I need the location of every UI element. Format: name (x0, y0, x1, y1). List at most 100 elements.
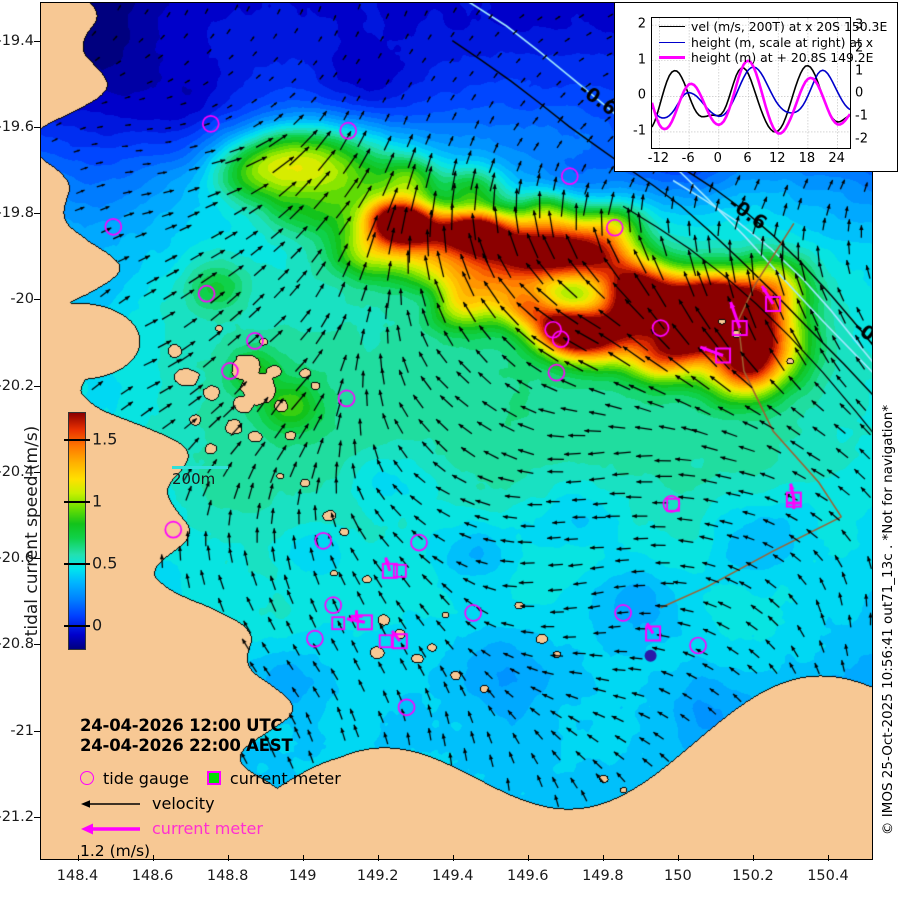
inset-xtick-4: 12 (768, 151, 786, 166)
x-axis-tickmark-1 (152, 855, 154, 861)
x-axis-tickmark-8 (677, 855, 679, 861)
colorbar-tickmark-0 (64, 439, 90, 441)
colorbar-gradient (68, 412, 86, 650)
colorbar-tickmark-2 (64, 563, 90, 565)
x-axis-tick-0: 148.4 (56, 868, 99, 884)
colorbar-tickmark-1 (64, 501, 90, 503)
inset-xtick-2: 0 (713, 151, 722, 166)
legend-markers-row: tide gauge current meter (80, 768, 410, 788)
y-axis-tickmark-3 (34, 299, 40, 301)
inset-legend-item-0: vel (m/s, 200T) at x 20S 150.3E (659, 19, 887, 35)
inset-legend-label-1: height (m, scale at right) at x (691, 34, 874, 50)
y-axis-tickmark-4 (34, 385, 40, 387)
inset-series-0 (652, 64, 850, 133)
x-axis-tickmark-10 (827, 855, 829, 861)
colorbar-tick-label-3: 0 (92, 615, 103, 635)
map-legend: 24-04-2026 12:00 UTC 24-04-2026 22:00 AE… (80, 716, 410, 860)
y-axis-tick-0: -19.4 (0, 32, 34, 49)
colorbar-tick-label-2: 0.5 (92, 553, 118, 573)
scale-bar: 200m (172, 466, 228, 488)
inset-ytick-right-2: 0 (855, 85, 864, 101)
x-axis-tick-3: 149 (288, 868, 317, 884)
y-axis-tick-9: -21.2 (0, 808, 34, 825)
y-axis-tick-5: -20.4 (0, 463, 34, 480)
y-axis-tick-8: -21 (10, 722, 34, 739)
scale-bar-label: 200m (172, 469, 216, 488)
inset-series-1 (652, 66, 850, 119)
x-axis-tickmark-9 (752, 855, 754, 861)
legend-date-utc: 24-04-2026 12:00 UTC (80, 716, 283, 735)
tide-gauge-icon (80, 771, 94, 785)
y-axis-tick-4: -20.2 (0, 377, 34, 394)
x-axis-tick-1: 148.6 (131, 868, 174, 884)
x-axis-tick-2: 148.8 (206, 868, 249, 884)
inset-legend-label-0: vel (m/s, 200T) at x 20S 150.3E (691, 19, 888, 34)
x-axis-tick-7: 149.8 (582, 868, 624, 884)
inset-ytick-left-1: 0 (637, 87, 646, 103)
legend-line-black-icon (659, 26, 685, 28)
inset-xtick-3: 6 (743, 151, 752, 166)
inset-xtick-6: 24 (828, 151, 845, 166)
velocity-label: velocity (152, 794, 215, 813)
colorbar-tick-label-0: 1.5 (92, 429, 118, 449)
scale-bar-line (172, 466, 228, 469)
inset-ytick-left-2: 1 (637, 52, 646, 68)
inset-xtick-5: 18 (798, 151, 816, 166)
colorbar-tickmark-3 (64, 625, 90, 627)
inset-legend-item-2: height (m) at + 20.8S 149.2E (659, 50, 887, 66)
x-axis-tick-9: 150.2 (732, 868, 774, 884)
inset-ytick-right-4: 2 (855, 40, 864, 56)
inset-legend-label-2: height (m) at + 20.8S 149.2E (691, 50, 874, 65)
x-axis-tick-5: 149.4 (431, 868, 474, 884)
inset-ytick-right-3: 1 (855, 63, 864, 79)
inset-ytick-left-3: 2 (637, 16, 646, 32)
tide-gauge-label: tide gauge (103, 768, 189, 788)
y-axis-tickmark-9 (34, 816, 40, 818)
y-axis-tick-1: -19.6 (0, 119, 34, 136)
y-axis-tickmark-6 (34, 558, 40, 560)
current-meter-arrow-label: current meter (152, 819, 263, 838)
x-axis-tickmark-2 (227, 855, 229, 861)
inset-plot-area (651, 17, 851, 149)
x-axis-tick-6: 149.6 (507, 868, 549, 884)
y-axis-tickmark-8 (34, 730, 40, 732)
inset-ytick-right-1: -1 (855, 108, 868, 124)
legend-date-local: 24-04-2026 22:00 AEST (80, 736, 293, 755)
x-axis-tickmark-6 (527, 855, 529, 861)
current-meter-icon (206, 771, 221, 785)
inset-xtick-0: -12 (647, 151, 670, 166)
copyright-notice: © IMOS 25-Oct-2025 10:56:41 out71_13c . … (880, 404, 896, 836)
inset-legend: vel (m/s, 200T) at x 20S 150.3E height (… (659, 19, 887, 66)
inset-series-svg (652, 18, 850, 148)
inset-series-2 (652, 59, 850, 135)
y-axis-tickmark-1 (34, 127, 40, 129)
current-meter-arrow-legend-row: current meter (80, 819, 410, 838)
legend-line-magenta-icon (659, 56, 685, 60)
current-meter-label: current meter (229, 768, 341, 788)
velocity-arrow-icon (81, 799, 140, 808)
x-axis-tickmark-7 (602, 855, 604, 861)
y-axis-tick-3: -20 (10, 291, 34, 308)
x-axis-tick-8: 150 (664, 868, 692, 884)
inset-ytick-right-5: 3 (855, 17, 864, 33)
legend-line-blue-icon (659, 41, 685, 43)
x-axis-tickmark-3 (302, 855, 304, 861)
velocity-legend-row: velocity (80, 794, 410, 813)
y-axis-tickmark-2 (34, 213, 40, 215)
x-axis-tick-10: 150.4 (807, 868, 849, 884)
x-axis-tickmark-5 (452, 855, 454, 861)
y-axis-tickmark-5 (34, 471, 40, 473)
inset-ytick-right-0: -2 (855, 131, 868, 147)
y-axis-tickmark-7 (34, 644, 40, 646)
colorbar-tick-label-1: 1 (92, 491, 103, 511)
colorbar[interactable]: 1.510.50 tidal current speed (m/s) sea l… (22, 412, 117, 650)
colorbar-title: tidal current speed (m/s) (22, 425, 42, 637)
inset-ytick-left-0: -1 (633, 123, 646, 139)
y-axis-tick-6: -20.6 (0, 550, 34, 567)
timeseries-inset-chart[interactable]: -12 -6 0 6 12 18 24 -1 0 1 2 -2 -1 0 1 2 3 vel (m/s, 200… (614, 2, 898, 172)
y-axis-tick-7: -20.8 (0, 636, 34, 653)
x-axis-tickmark-4 (377, 855, 379, 861)
y-axis-tickmark-0 (34, 40, 40, 42)
x-axis-tickmark-0 (77, 855, 79, 861)
